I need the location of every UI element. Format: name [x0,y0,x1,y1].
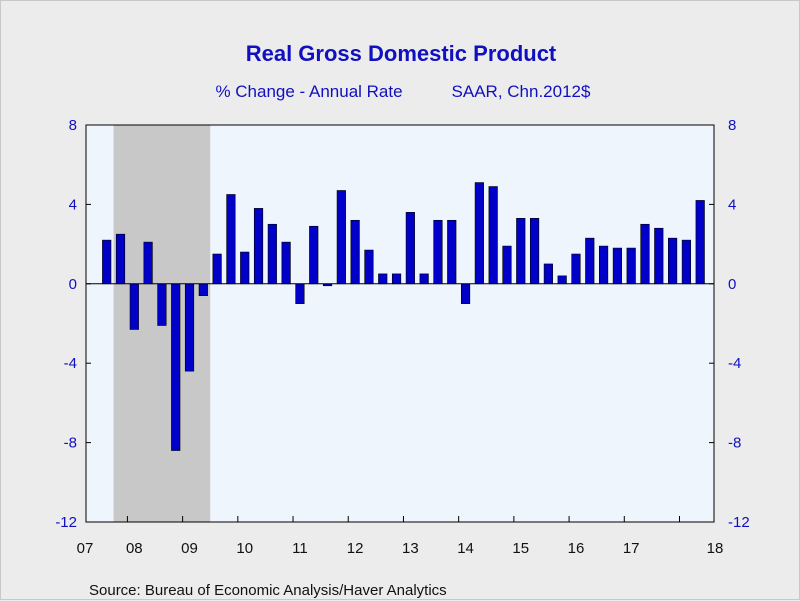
bar-2009Q3 [212,253,222,285]
bar-2011Q2 [309,225,319,285]
bar-2010Q1 [240,251,250,285]
bar-2012Q4 [391,273,402,285]
y-tick-label-right: 8 [728,117,736,134]
chart-title: Real Gross Domestic Product [246,41,557,66]
bar-2008Q2 [143,241,153,285]
bar-2016Q1 [571,253,581,285]
chart-subtitle-right: SAAR, Chn.2012$ [452,82,591,101]
y-tick-label-left: -12 [55,514,77,531]
bar-2015Q3 [543,263,553,285]
chart-subtitle-left: % Change - Annual Rate [215,82,402,101]
bar-2018Q1 [681,239,691,285]
bar-2014Q1 [460,283,471,304]
x-tick-label: 12 [347,540,364,557]
y-tick-label-right: 4 [728,196,736,213]
bar-2008Q4 [171,283,181,451]
y-tick-label-right: -4 [728,355,741,372]
x-tick-label: 11 [292,540,308,557]
bar-2012Q2 [364,249,374,285]
bar-2011Q1 [295,283,305,304]
bar-2010Q3 [267,223,277,285]
bar-2017Q4 [668,237,678,285]
y-tick-label-left: -4 [64,355,77,372]
x-tick-label: 14 [457,540,474,557]
x-tick-label: 16 [568,540,585,557]
y-tick-label-right: -8 [728,435,741,452]
y-tick-label-right: 0 [728,276,736,293]
bar-2007Q3 [102,239,112,285]
bar-2018Q2 [695,200,705,285]
bar-2016Q3 [598,245,609,285]
x-tick-label: 08 [126,540,143,557]
bar-2014Q2 [474,182,484,285]
source-note: Source: Bureau of Economic Analysis/Have… [89,582,447,599]
x-tick-label: 07 [77,540,94,557]
bar-2010Q2 [253,208,264,285]
bar-2008Q1 [129,283,139,330]
x-axis: 07 08 09 10 11 12 13 14 15 16 17 18 [77,516,724,557]
y-tick-label-right: -12 [728,514,750,531]
bar-2009Q2 [198,283,208,297]
bar-2014Q4 [502,245,512,285]
bar-2008Q3 [157,283,167,326]
bar-2009Q4 [226,194,236,285]
x-tick-label: 15 [512,540,529,557]
y-tick-label-left: 4 [69,196,77,213]
bar-2012Q3 [378,273,388,285]
x-tick-label: 17 [623,540,640,557]
y-tick-label-left: 0 [69,276,77,293]
bar-2017Q3 [654,227,664,285]
bar-2007Q4 [115,233,126,285]
y-axis-right: -12 -8 -4 0 4 8 [709,117,750,531]
bar-2017Q1 [626,247,636,285]
x-tick-label: 13 [402,540,419,557]
bar-2015Q1 [516,218,526,285]
bar-2009Q1 [184,283,195,372]
y-tick-label-left: 8 [69,117,77,134]
bar-2016Q2 [585,237,595,285]
bar-2013Q3 [433,219,443,285]
y-tick-label-left: -8 [64,435,77,452]
x-tick-label: 10 [236,540,253,557]
bar-2013Q2 [419,273,429,285]
bar-2013Q1 [405,212,415,285]
y-axis-left: -12 -8 -4 0 4 8 [55,117,91,531]
bar-2014Q3 [488,186,498,285]
bar-2015Q4 [557,275,567,285]
bar-2017Q2 [640,223,650,285]
bar-2011Q4 [336,190,346,285]
bar-series [102,182,705,451]
x-tick-label: 18 [707,540,724,557]
bar-2010Q4 [281,241,291,285]
x-tick-label: 09 [181,540,198,557]
bar-2013Q4 [447,219,457,285]
bar-2016Q4 [612,247,622,285]
bar-2015Q2 [529,218,540,285]
bar-2012Q1 [350,219,360,285]
plot-border [85,124,715,523]
